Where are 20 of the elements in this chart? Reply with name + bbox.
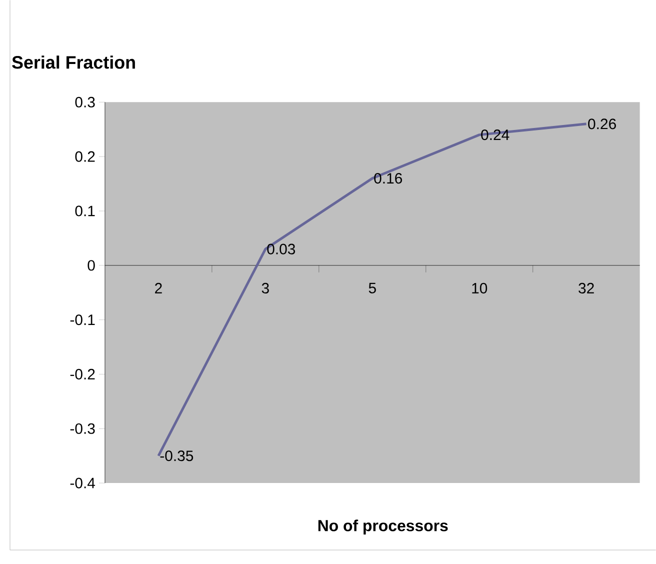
x-tick-label: 10 (472, 282, 488, 294)
y-tick-label: 0.3 (75, 96, 95, 108)
y-tick-label: 0 (88, 260, 95, 271)
data-label: 0.24 (481, 130, 510, 140)
data-label: 0.16 (374, 173, 402, 184)
y-tick-label: -0.2 (70, 368, 95, 380)
x-tick-label: 3 (262, 282, 269, 294)
y-tick-label: 0.2 (75, 151, 95, 162)
y-tick-label: -0.3 (70, 423, 95, 434)
chart-title: Serial Fraction (12, 56, 135, 69)
y-tick-label: -0.4 (70, 478, 96, 488)
x-tick-label: 2 (155, 282, 162, 294)
x-tick-label: 32 (578, 282, 594, 294)
x-tick-label: 5 (368, 282, 376, 294)
y-tick-label: -0.1 (70, 314, 95, 326)
data-label: 0.03 (267, 244, 296, 254)
data-label: -0.35 (160, 450, 194, 462)
x-axis-title: No of processors (318, 520, 448, 534)
data-label: 0.26 (588, 118, 616, 130)
y-tick-label: 0.1 (75, 206, 95, 216)
